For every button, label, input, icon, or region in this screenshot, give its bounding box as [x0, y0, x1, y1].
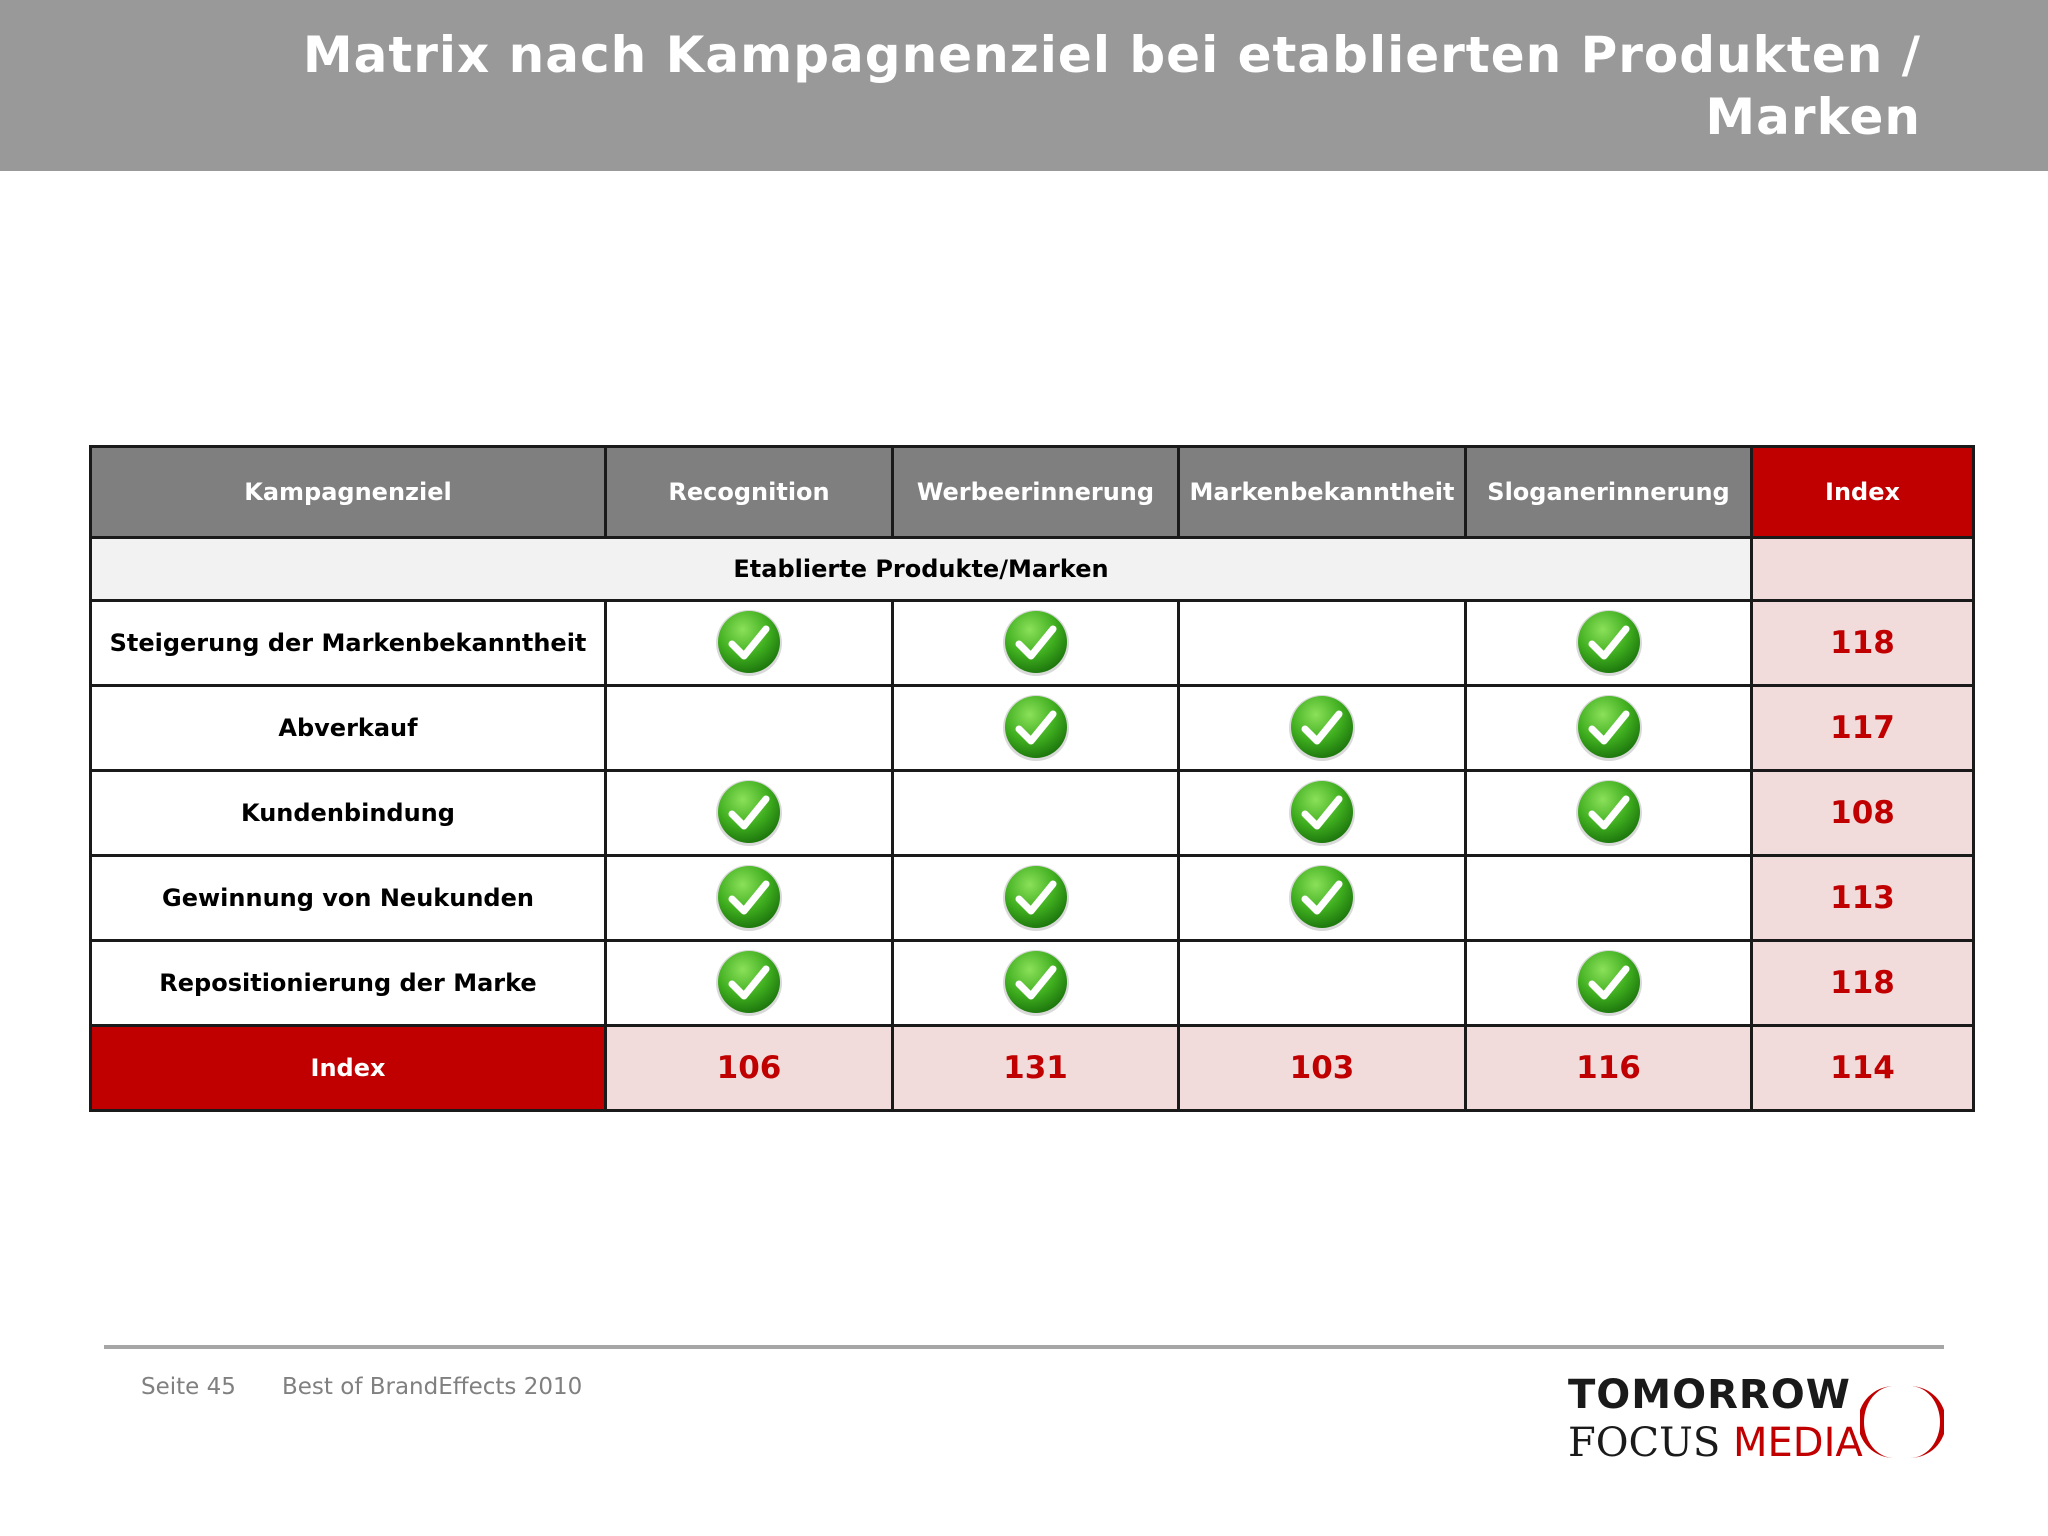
check-icon	[1002, 865, 1069, 931]
row-index-value: 117	[1750, 684, 1975, 772]
index-footer-row: Index 106 131 103 116 114	[89, 1024, 1975, 1112]
footer-divider	[104, 1345, 1944, 1349]
check-cell-markenbekanntheit	[1177, 939, 1467, 1027]
logo-text-focus: FOCUS	[1568, 1420, 1721, 1466]
row-label: Abverkauf	[89, 684, 607, 772]
check-cell-werbeerinnerung	[891, 769, 1180, 857]
check-cell-recognition	[604, 939, 894, 1027]
check-icon	[716, 865, 782, 931]
page-number: Seite 45	[141, 1374, 236, 1400]
logo-text-tomorrow: TOMORROW	[1568, 1372, 1851, 1418]
row-index-value: 113	[1750, 854, 1975, 942]
check-icon	[1575, 780, 1642, 846]
check-cell-markenbekanntheit	[1177, 769, 1467, 857]
footer-index-sloganerinnerung: 116	[1464, 1024, 1753, 1112]
check-icon	[716, 610, 782, 676]
check-icon	[1289, 780, 1355, 846]
check-icon	[1289, 865, 1355, 931]
column-header-recognition: Recognition	[604, 445, 894, 539]
check-cell-werbeerinnerung	[891, 854, 1180, 942]
check-cell-markenbekanntheit	[1177, 599, 1467, 687]
page-title-line-1: Matrix nach Kampagnenziel bei etablierte…	[302, 26, 1921, 84]
table-row: Kundenbindung 108	[89, 769, 1975, 857]
row-index-value: 118	[1750, 939, 1975, 1027]
footer-index-label: Index	[89, 1024, 607, 1112]
check-cell-werbeerinnerung	[891, 684, 1180, 772]
check-icon	[716, 780, 782, 846]
document-title: Best of BrandEffects 2010	[282, 1374, 583, 1400]
row-label: Steigerung der Markenbekanntheit	[89, 599, 607, 687]
footer-index-total: 114	[1750, 1024, 1975, 1112]
column-header-markenbekanntheit: Markenbekanntheit	[1177, 445, 1467, 539]
row-label: Repositionierung der Marke	[89, 939, 607, 1027]
check-cell-sloganerinnerung	[1464, 684, 1753, 772]
table-row: Gewinnung von Neukunden 113	[89, 854, 1975, 942]
check-cell-recognition	[604, 599, 894, 687]
header-row: Kampagnenziel Recognition Werbeerinnerun…	[89, 445, 1975, 539]
check-icon	[1575, 610, 1642, 676]
row-label: Kundenbindung	[89, 769, 607, 857]
column-header-index: Index	[1750, 445, 1975, 539]
column-header-kampagnenziel: Kampagnenziel	[89, 445, 607, 539]
check-icon	[716, 950, 782, 1016]
footer-index-recognition: 106	[604, 1024, 894, 1112]
row-index-value: 108	[1750, 769, 1975, 857]
page-title-line-2: Marken	[1705, 88, 1921, 146]
check-cell-recognition	[604, 684, 894, 772]
title-bar: Matrix nach Kampagnenziel bei etablierte…	[0, 0, 2048, 171]
check-cell-sloganerinnerung	[1464, 599, 1753, 687]
company-logo: TOMORROW FOCUS MEDIA	[1568, 1372, 1948, 1472]
group-index-cell	[1750, 536, 1975, 602]
check-cell-werbeerinnerung	[891, 599, 1180, 687]
logo-text-media: MEDIA	[1732, 1420, 1863, 1466]
table-row: Abverkauf 117	[89, 684, 1975, 772]
check-icon	[1002, 610, 1069, 676]
check-icon	[1575, 950, 1642, 1016]
logo-text-focus-media: FOCUS MEDIA	[1568, 1420, 1863, 1466]
campaign-matrix: Kampagnenziel Recognition Werbeerinnerun…	[89, 445, 1975, 1112]
check-cell-sloganerinnerung	[1464, 854, 1753, 942]
check-icon	[1002, 695, 1069, 761]
check-icon	[1289, 695, 1355, 761]
check-cell-markenbekanntheit	[1177, 854, 1467, 942]
check-cell-recognition	[604, 854, 894, 942]
page-title: Matrix nach Kampagnenziel bei etablierte…	[221, 24, 1921, 148]
check-cell-sloganerinnerung	[1464, 939, 1753, 1027]
group-label: Etablierte Produkte/Marken	[89, 536, 1753, 602]
footer-index-markenbekanntheit: 103	[1177, 1024, 1467, 1112]
check-cell-markenbekanntheit	[1177, 684, 1467, 772]
check-cell-sloganerinnerung	[1464, 769, 1753, 857]
row-index-value: 118	[1750, 599, 1975, 687]
column-header-werbeerinnerung: Werbeerinnerung	[891, 445, 1180, 539]
footer-index-werbeerinnerung: 131	[891, 1024, 1180, 1112]
table-row: Steigerung der Markenbekanntheit 118	[89, 599, 1975, 687]
matrix-table: Kampagnenziel Recognition Werbeerinnerun…	[89, 445, 1975, 1112]
check-icon	[1575, 695, 1642, 761]
check-icon	[1002, 950, 1069, 1016]
logo-ring-icon	[1860, 1386, 1944, 1458]
check-cell-werbeerinnerung	[891, 939, 1180, 1027]
check-cell-recognition	[604, 769, 894, 857]
row-label: Gewinnung von Neukunden	[89, 854, 607, 942]
column-header-sloganerinnerung: Sloganerinnerung	[1464, 445, 1753, 539]
group-row: Etablierte Produkte/Marken	[89, 536, 1975, 602]
table-row: Repositionierung der Marke 118	[89, 939, 1975, 1027]
